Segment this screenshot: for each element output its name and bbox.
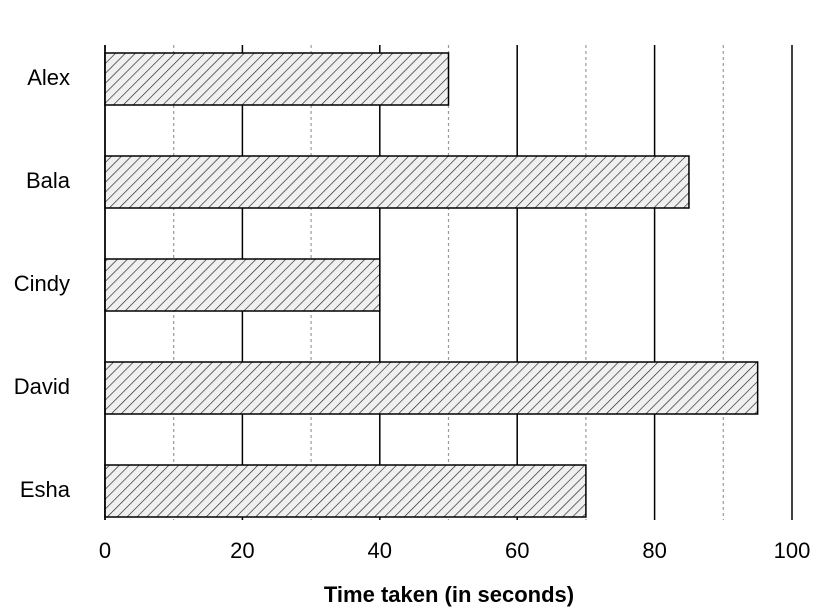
y-tick-label: Alex: [27, 65, 70, 90]
y-tick-label: Cindy: [14, 271, 70, 296]
x-tick-label: 100: [774, 538, 811, 563]
x-tick-label: 0: [99, 538, 111, 563]
x-tick-label: 20: [230, 538, 254, 563]
y-tick-label: David: [14, 374, 70, 399]
x-tick-label: 60: [505, 538, 529, 563]
bar: [104, 52, 450, 106]
bar: [104, 361, 759, 415]
bar: [104, 258, 381, 312]
x-tick-label: 80: [642, 538, 666, 563]
y-tick-label: Esha: [20, 477, 71, 502]
bar: [104, 155, 690, 209]
y-tick-label: Bala: [26, 168, 71, 193]
bar: [104, 464, 587, 518]
x-tick-label: 40: [368, 538, 392, 563]
x-axis-title: Time taken (in seconds): [324, 582, 574, 607]
